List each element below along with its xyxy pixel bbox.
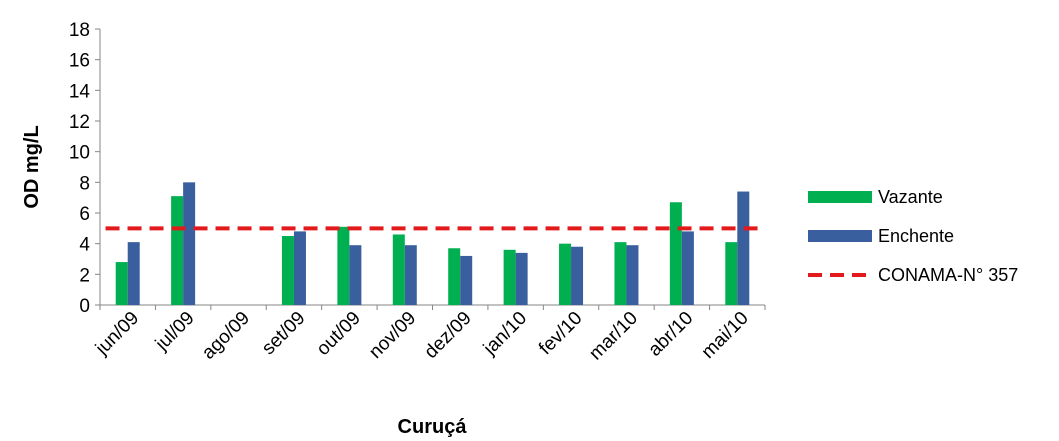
x-axis: jun/09 jul/09 ago/09 set/09 out/09 nov/09 dez/…: [91, 304, 766, 365]
y-tick-label: 6: [79, 204, 90, 225]
bar-enchente: [681, 231, 694, 305]
y-tick-label: 16: [69, 51, 90, 72]
y-tick-label: 8: [79, 173, 90, 194]
bar-enchente: [293, 231, 306, 305]
bar-enchente: [460, 255, 473, 305]
bar-enchente: [404, 245, 417, 305]
bars: [115, 182, 750, 305]
x-tick-label: dez/09: [421, 308, 476, 363]
bar-vazante: [171, 196, 184, 305]
bar-vazante: [614, 242, 627, 305]
x-tick-label: mai/10: [698, 308, 753, 363]
bar-vazante: [392, 234, 405, 305]
bar-vazante: [281, 236, 294, 305]
bar-enchente: [626, 245, 639, 305]
x-tick-label: ago/09: [198, 308, 254, 364]
bar-enchente: [183, 182, 196, 305]
bar-vazante: [337, 226, 350, 305]
bar-enchente: [349, 245, 362, 305]
y-tick-label: 4: [79, 235, 90, 256]
x-tick-label: jul/09: [151, 308, 199, 356]
x-tick-label: fev/10: [535, 308, 586, 359]
y-tick-label: 14: [69, 81, 91, 102]
x-tick-label: jan/10: [479, 308, 531, 360]
bar-vazante: [448, 248, 461, 305]
bar-enchente: [127, 242, 140, 305]
x-tick-label: out/09: [313, 308, 365, 360]
y-tick-label: 10: [69, 143, 90, 164]
legend-label: CONAMA-N° 357: [878, 265, 1018, 285]
x-tick-label: set/09: [258, 308, 309, 359]
x-tick-label: jun/09: [91, 308, 143, 360]
legend-swatch: [808, 191, 872, 203]
y-tick-label: 18: [69, 20, 90, 41]
y-tick-label: 12: [69, 112, 90, 133]
bar-vazante: [725, 242, 738, 305]
bar-enchente: [571, 246, 584, 305]
bar-enchente: [515, 252, 528, 305]
bar-vazante: [503, 249, 516, 305]
bar-enchente: [737, 191, 750, 305]
bar-vazante: [115, 262, 128, 305]
y-axis-title: OD mg/L: [21, 125, 43, 208]
x-axis-title: Curuçá: [398, 416, 468, 438]
legend-swatch: [808, 230, 872, 242]
x-tick-label: nov/09: [365, 308, 420, 363]
legend-label: Enchente: [878, 226, 954, 246]
legend-label: Vazante: [878, 187, 943, 207]
y-tick-label: 0: [79, 296, 90, 317]
y-tick-label: 2: [79, 265, 90, 286]
y-axis: 0 2 4 6 8 10 12 14 16 18: [69, 20, 101, 317]
legend: Vazante Enchente CONAMA-N° 357: [808, 187, 1018, 285]
bar-vazante: [559, 243, 572, 305]
x-tick-label: mar/10: [585, 308, 642, 365]
bar-vazante: [669, 202, 682, 305]
x-tick-label: abr/10: [644, 308, 697, 361]
